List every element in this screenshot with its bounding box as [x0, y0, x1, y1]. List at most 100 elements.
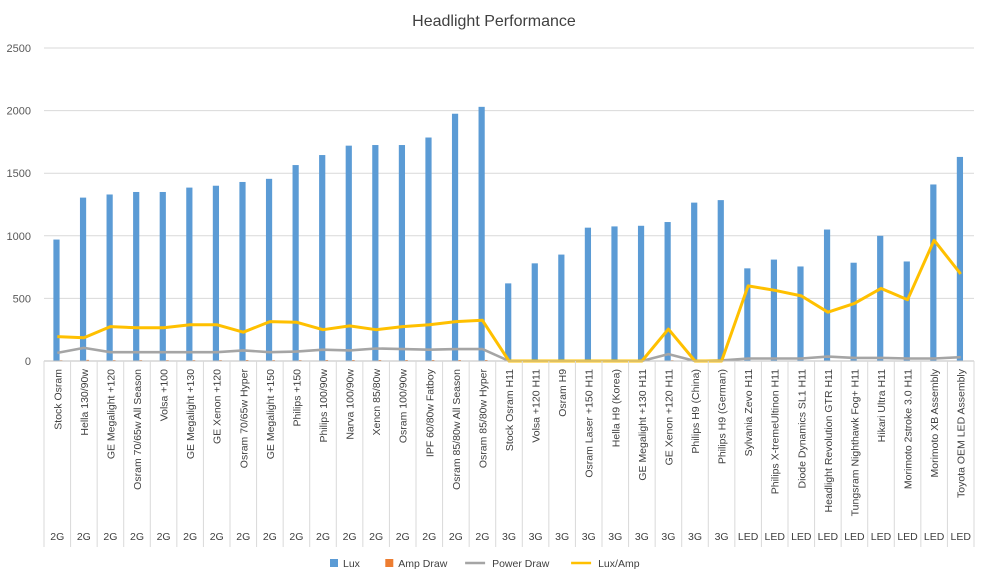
- category-label: Osram 85/80w Hyper: [477, 368, 489, 468]
- group-label: 2G: [130, 531, 144, 543]
- lux-bar: [133, 191, 140, 361]
- category-label: Osram 70/65w All Season: [132, 369, 144, 490]
- lux-bar: [717, 200, 724, 361]
- amp-draw-bar: [352, 359, 355, 361]
- lux-bar: [79, 197, 87, 361]
- y-tick-label: 2000: [7, 106, 31, 118]
- group-label: 2G: [263, 531, 277, 543]
- group-label: 2G: [50, 531, 64, 543]
- category-label: Philips 100/90w: [318, 369, 330, 443]
- amp-draw-bar: [378, 359, 382, 361]
- group-label: LED: [791, 531, 812, 543]
- category-label: Narva 100/90w: [345, 369, 357, 440]
- amp-draw-bar: [325, 359, 329, 361]
- group-label: 3G: [582, 531, 596, 543]
- category-label: Osram 85/80w All Season: [451, 369, 463, 490]
- amp-draw-bar: [484, 359, 488, 361]
- category-label: GE Megalight +120: [105, 369, 117, 459]
- lux-bar: [292, 165, 299, 361]
- group-label: 2G: [449, 531, 463, 543]
- lux-bar: [372, 145, 379, 361]
- lux-bar: [930, 184, 937, 361]
- legend-label-power-draw: Power Draw: [492, 558, 550, 570]
- category-label: IPF 60/80w Fatboy: [424, 368, 436, 457]
- group-label: 2G: [343, 531, 357, 543]
- amp-draw-bar: [405, 359, 408, 361]
- category-label: Volsa +100: [159, 369, 171, 421]
- lux-bar: [53, 239, 60, 361]
- category-axis: Stock Osram Hella 130/90w GE Megalight +12…: [43, 360, 975, 547]
- gridlines: [44, 47, 974, 299]
- legend-label-lux: Lux: [343, 558, 361, 570]
- category-label: Sylvania Zevo H11: [743, 369, 755, 457]
- lux-bars: [53, 106, 966, 362]
- category-label: GE Megalight +130: [185, 369, 197, 459]
- category-label: Philips +150: [291, 369, 303, 427]
- y-tick-label: 500: [13, 293, 31, 305]
- group-label: 2G: [236, 531, 250, 543]
- lux-bar: [505, 283, 512, 361]
- category-label: Toyota OEM LED Assembly: [956, 368, 968, 498]
- category-label: Philips H9 (German): [717, 369, 729, 464]
- lux-bar: [637, 225, 645, 361]
- group-label: LED: [844, 531, 865, 543]
- group-label: LED: [764, 531, 785, 543]
- amp-draw-bar: [431, 359, 435, 361]
- lux-bar: [691, 202, 698, 361]
- lux-bar: [345, 145, 352, 361]
- lux-bar: [664, 222, 671, 361]
- group-label: 2G: [369, 531, 383, 543]
- category-label: Tungsram Nighthawk Fog+ H11: [849, 369, 861, 517]
- lux-bar: [770, 259, 778, 361]
- legend-label-amp-draw: Amp Draw: [398, 558, 447, 570]
- lux-bar: [823, 229, 831, 361]
- group-label: LED: [738, 531, 759, 543]
- lux-bar: [744, 268, 751, 361]
- category-label: Osram H9: [557, 369, 569, 417]
- lux-bar: [956, 156, 964, 361]
- legend-label-lux-amp: Lux/Amp: [598, 558, 640, 570]
- category-label: Stock Osram H11: [504, 369, 516, 451]
- group-label: 2G: [210, 531, 224, 543]
- lux-bar: [797, 266, 804, 361]
- lux-bar: [212, 185, 220, 361]
- legend: Lux Amp Draw Power Draw Lux/Amp: [330, 558, 640, 570]
- category-label: Morimoto 2stroke 3.0 H11: [903, 369, 915, 489]
- group-label: LED: [818, 531, 839, 543]
- category-label: GE Megalight +130 H11: [637, 369, 649, 481]
- group-label: 2G: [103, 531, 117, 543]
- group-label: 2G: [422, 531, 436, 543]
- lux-bar: [584, 227, 592, 361]
- group-label: 2G: [183, 531, 197, 543]
- lux-bar: [903, 261, 910, 361]
- category-label: Headlight Revolution GTR H11: [823, 369, 835, 513]
- group-label: 3G: [635, 531, 649, 543]
- category-label: Hikari Ultra H11: [876, 369, 888, 442]
- category-label: Philips H9 (China): [690, 369, 702, 454]
- category-label: Volsa +120 H11: [531, 369, 543, 443]
- group-label: LED: [950, 531, 971, 543]
- group-label: 2G: [316, 531, 330, 543]
- lux-bar: [265, 178, 273, 361]
- group-label: LED: [897, 531, 918, 543]
- y-tick-label: 2500: [7, 43, 31, 55]
- amp-draw-bar: [458, 359, 461, 361]
- group-label: LED: [924, 531, 945, 543]
- category-label: Osram 100/90w: [398, 369, 410, 444]
- lux-bar: [611, 226, 618, 361]
- lux-bar: [425, 137, 432, 361]
- category-label: Diode Dynamics SL1 H11: [796, 369, 808, 489]
- lux-bar: [398, 145, 406, 361]
- group-label: 3G: [661, 531, 675, 543]
- lux-bar: [451, 113, 459, 361]
- category-label: Hella H9 (Korea): [610, 369, 622, 447]
- group-label: 2G: [475, 531, 489, 543]
- y-tick-label: 1000: [7, 231, 31, 243]
- lux-bar: [531, 263, 538, 361]
- category-label: Stock Osram: [52, 369, 64, 430]
- category-label: Osram Laser +150 H11: [584, 369, 596, 478]
- group-label: 3G: [555, 531, 569, 543]
- y-tick-label: 1500: [7, 168, 31, 180]
- lux-bar: [106, 194, 113, 361]
